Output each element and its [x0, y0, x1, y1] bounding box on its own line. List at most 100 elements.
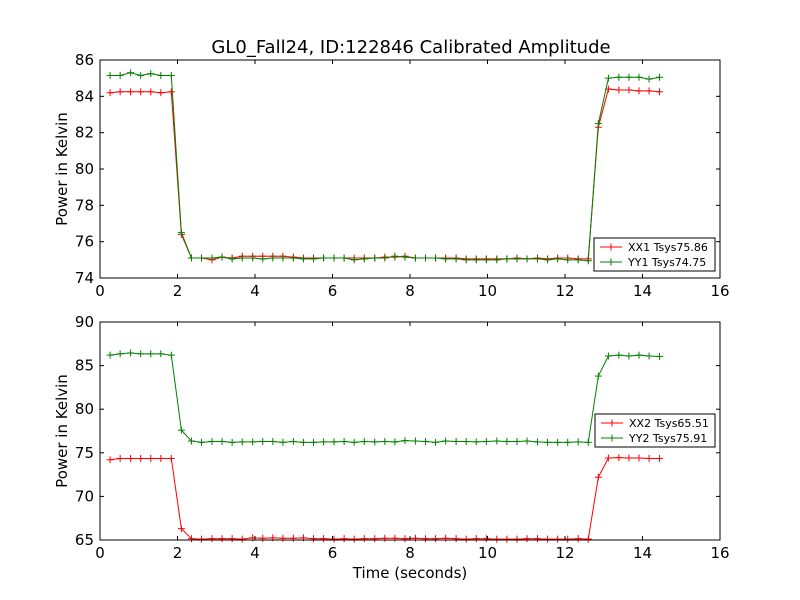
- series-line-2: [110, 352, 660, 443]
- data-point: [340, 254, 348, 262]
- data-point: [228, 438, 236, 446]
- top-panel: 0 2 4 6 8 10 12 14 16 74 76 78 80 82 84 86 Power in Kelv…: [53, 51, 730, 300]
- data-point: [147, 88, 155, 96]
- data-point: [452, 535, 460, 543]
- data-point: [513, 535, 521, 543]
- data-point: [137, 88, 145, 96]
- data-point: [625, 352, 633, 360]
- data-point: [472, 438, 480, 446]
- data-point: [523, 437, 531, 445]
- data-point: [432, 254, 440, 262]
- legend-entry: YY2 Tsys75.91: [601, 432, 707, 445]
- x-tick-label: 6: [328, 282, 338, 300]
- data-point: [594, 120, 602, 128]
- data-point: [544, 535, 552, 543]
- data-point: [472, 256, 480, 264]
- data-point: [177, 229, 185, 237]
- data-point: [259, 437, 267, 445]
- data-point: [645, 352, 653, 360]
- data-point: [310, 255, 318, 263]
- data-point: [157, 71, 165, 79]
- data-point: [625, 454, 633, 462]
- x-tick-label: 10: [478, 282, 497, 300]
- data-point: [208, 254, 216, 262]
- data-point: [157, 350, 165, 358]
- data-point: [635, 454, 643, 462]
- data-point: [462, 256, 470, 264]
- data-point: [249, 438, 257, 446]
- data-point: [656, 88, 664, 96]
- data-point: [574, 438, 582, 446]
- data-point: [360, 437, 368, 445]
- data-point: [157, 89, 165, 97]
- data-point: [381, 437, 389, 445]
- data-point: [574, 256, 582, 264]
- data-point: [279, 534, 287, 542]
- data-point: [360, 535, 368, 543]
- data-point: [106, 71, 114, 79]
- x-tick-label: 2: [173, 544, 183, 562]
- data-point: [391, 252, 399, 260]
- data-point: [493, 437, 501, 445]
- data-point: [615, 86, 623, 94]
- x-tick-label: 12: [555, 282, 574, 300]
- data-point: [320, 254, 328, 262]
- data-point: [462, 535, 470, 543]
- legend: XX1 Tsys75.86 YY1 Tsys74.75: [593, 237, 716, 272]
- x-tick-label: 2: [173, 282, 183, 300]
- data-point: [401, 253, 409, 261]
- x-tick-label: 10: [478, 544, 497, 562]
- series-line-1: [110, 88, 660, 261]
- y-tick-label: 85: [75, 357, 94, 375]
- data-point: [442, 534, 450, 542]
- data-point: [147, 454, 155, 462]
- data-point: [422, 437, 429, 445]
- data-point: [269, 437, 277, 445]
- data-point: [574, 535, 582, 543]
- data-point: [411, 534, 419, 542]
- data-point: [584, 438, 592, 446]
- data-point: [554, 438, 562, 446]
- data-point: [635, 87, 643, 95]
- data-point: [594, 372, 602, 380]
- x-tick-label: 4: [250, 544, 260, 562]
- data-point: [198, 254, 206, 262]
- x-axis-label: Time (seconds): [352, 564, 468, 582]
- data-point: [310, 438, 318, 446]
- y-tick-label: 75: [75, 444, 94, 462]
- data-point: [452, 437, 460, 445]
- data-point: [299, 438, 307, 446]
- y-tick-label: 80: [75, 400, 94, 418]
- data-point: [218, 437, 226, 445]
- data-point: [198, 438, 206, 446]
- bottom-panel: 0 2 4 6 8 10 12 14 16 65 70 75 80 85 90 Power in Kelvin…: [53, 313, 730, 562]
- data-point: [381, 534, 389, 542]
- data-point: [106, 351, 114, 359]
- data-point: [615, 351, 623, 359]
- data-point: [401, 437, 409, 445]
- y-tick-label: 84: [75, 87, 94, 105]
- data-point: [645, 454, 653, 462]
- legend: XX2 Tsys65.51 YY2 Tsys75.91: [594, 413, 716, 448]
- data-point: [584, 535, 592, 543]
- data-point: [249, 254, 257, 262]
- data-point: [523, 535, 531, 543]
- data-point: [208, 535, 216, 543]
- data-point: [167, 71, 175, 79]
- data-point: [127, 88, 135, 96]
- data-point: [645, 75, 653, 83]
- data-point: [432, 438, 440, 446]
- data-point: [472, 535, 480, 543]
- data-point: [116, 88, 124, 96]
- data-point: [604, 74, 612, 82]
- data-point: [350, 535, 358, 543]
- data-point: [604, 352, 612, 360]
- data-point: [544, 438, 552, 446]
- data-point: [116, 71, 124, 79]
- data-point: [228, 535, 236, 543]
- data-point: [594, 473, 602, 481]
- data-point: [523, 255, 531, 263]
- data-point: [340, 535, 348, 543]
- x-tick-label: 6: [328, 544, 338, 562]
